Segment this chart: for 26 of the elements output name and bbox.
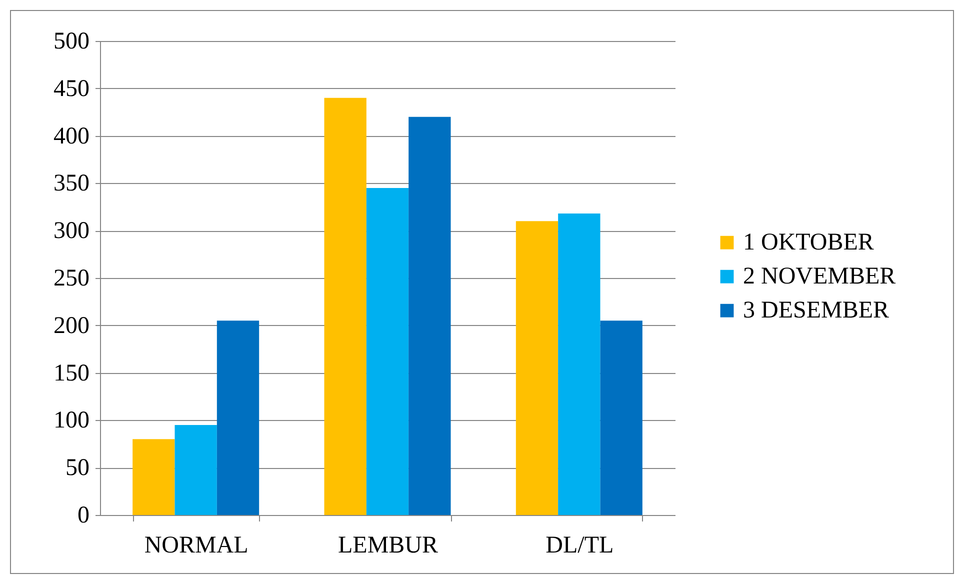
legend-label: 3 DESEMBER — [743, 298, 890, 324]
bar — [324, 98, 366, 515]
y-tick-label: 450 — [54, 76, 90, 102]
y-tick-label: 250 — [54, 266, 90, 292]
y-tick-label: 50 — [66, 455, 90, 482]
x-tick-label: NORMAL — [144, 532, 248, 558]
bar — [408, 116, 451, 515]
bar — [558, 214, 600, 515]
y-tick-label: 300 — [54, 218, 90, 244]
legend-label: 2 NOVEMBER — [743, 264, 896, 290]
y-tick-label: 100 — [54, 408, 90, 434]
bar — [174, 424, 217, 515]
y-tick-label: 200 — [54, 312, 90, 339]
x-tick-label: LEMBUR — [338, 532, 438, 558]
legend-label: 1 OKTOBER — [743, 230, 874, 256]
bar — [216, 320, 260, 515]
y-tick-label: 150 — [54, 360, 90, 386]
bar — [132, 439, 175, 515]
bar — [366, 188, 409, 515]
y-tick-label: 500 — [54, 28, 90, 54]
y-tick-label: 0 — [78, 502, 90, 528]
bar — [600, 320, 642, 515]
bar — [516, 221, 558, 515]
y-tick-label: 400 — [54, 123, 90, 150]
x-tick-label: DL/TL — [546, 532, 614, 558]
y-tick-label: 350 — [54, 170, 90, 197]
